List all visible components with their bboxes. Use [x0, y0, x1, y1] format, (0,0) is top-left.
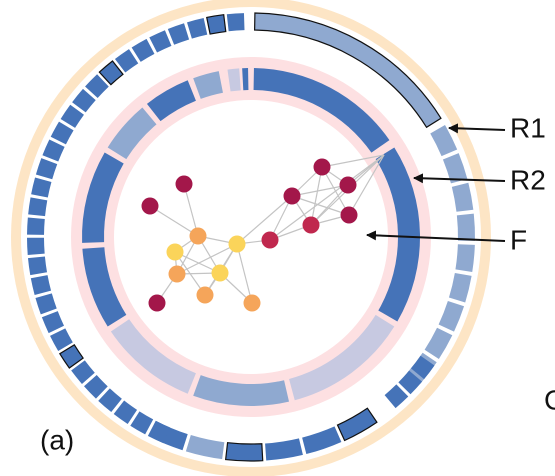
label-r2: R2 — [510, 164, 546, 195]
node — [243, 294, 261, 312]
node — [168, 265, 186, 283]
node — [141, 197, 159, 215]
r1-segment — [114, 49, 139, 73]
r1-segment — [98, 60, 124, 86]
edge — [310, 166, 323, 226]
r1-segment — [50, 121, 74, 145]
node — [175, 175, 193, 193]
r2-segment — [375, 147, 421, 322]
r1-segment — [130, 411, 154, 435]
node — [261, 231, 279, 249]
r1-segment — [167, 23, 190, 45]
node — [340, 206, 358, 224]
node — [313, 158, 331, 176]
edge — [236, 195, 293, 245]
r1-segment — [113, 400, 138, 425]
arrow-r1 — [448, 123, 506, 134]
r1-segment — [98, 388, 122, 413]
r1-segment — [451, 182, 474, 212]
inner-area — [114, 100, 388, 374]
node — [196, 286, 214, 304]
r1-segment — [448, 272, 472, 303]
r1-segment — [147, 420, 171, 444]
node — [148, 294, 166, 312]
r1-segment — [398, 370, 423, 395]
r1-segment — [254, 12, 442, 129]
r2-segment — [82, 152, 124, 243]
r1-segment — [265, 438, 303, 461]
r1-segment — [430, 125, 458, 157]
r1-segment — [185, 435, 225, 460]
edge — [149, 205, 199, 237]
r1-segment — [58, 344, 84, 369]
r1-segment — [438, 300, 465, 332]
panel-label: (a) — [40, 424, 74, 455]
graph — [141, 154, 385, 312]
next-panel-label: C — [544, 384, 555, 415]
r1-segment — [50, 328, 73, 352]
r2-segment — [253, 68, 390, 153]
r2-segment — [193, 71, 223, 99]
label-r1: R1 — [510, 112, 546, 143]
r1-segment — [27, 237, 45, 255]
arrow-f — [366, 230, 506, 242]
r1-segment — [31, 177, 52, 198]
arrow-r2 — [413, 173, 506, 184]
r1-segment — [410, 355, 435, 380]
edge — [348, 154, 385, 216]
r2-segment — [146, 80, 196, 122]
node — [339, 176, 357, 194]
r1-segment — [27, 256, 48, 276]
node — [302, 216, 320, 234]
edge — [291, 195, 350, 216]
node — [228, 235, 246, 253]
r1-segment — [224, 442, 264, 462]
r1-segment — [226, 13, 245, 32]
edge — [291, 184, 349, 197]
r1-segment — [149, 30, 172, 53]
r1-segment — [42, 139, 65, 162]
label-f: F — [510, 224, 527, 255]
r1-segment — [27, 217, 45, 235]
edge — [269, 154, 385, 241]
r1-segment — [35, 293, 57, 315]
node — [283, 187, 301, 205]
r2-segment — [82, 247, 127, 327]
r2-segment — [242, 68, 249, 91]
r1-segment — [384, 384, 409, 409]
r1-segment — [35, 158, 58, 180]
r1-segment — [336, 407, 378, 442]
r1-segment — [424, 327, 453, 359]
edge — [321, 154, 385, 168]
node — [189, 227, 207, 245]
r1-segment — [71, 360, 95, 384]
r1-segment — [85, 74, 109, 98]
r1-segment — [456, 213, 476, 241]
r1-segment — [30, 275, 52, 295]
segments — [27, 12, 476, 462]
edge — [236, 243, 253, 304]
r1-segment — [302, 426, 342, 455]
r1-segment — [442, 153, 468, 184]
r1-segment — [84, 374, 108, 399]
r2-segment — [110, 319, 196, 394]
r1-segment — [187, 18, 208, 39]
r1-segment — [28, 197, 48, 217]
r2-segment — [227, 68, 241, 92]
edge — [174, 251, 206, 296]
r1-segment — [131, 38, 155, 62]
r2-segment — [193, 375, 290, 407]
r1-segment — [455, 244, 475, 273]
r1-segment — [41, 311, 65, 334]
edge — [183, 183, 199, 237]
r1-segment — [60, 104, 84, 128]
node — [211, 264, 229, 282]
r2-segment — [289, 314, 395, 401]
r2-segment — [107, 107, 157, 160]
node — [166, 243, 184, 261]
r1-segment — [72, 88, 96, 113]
nodes — [141, 158, 358, 312]
r1-segment — [206, 14, 227, 35]
